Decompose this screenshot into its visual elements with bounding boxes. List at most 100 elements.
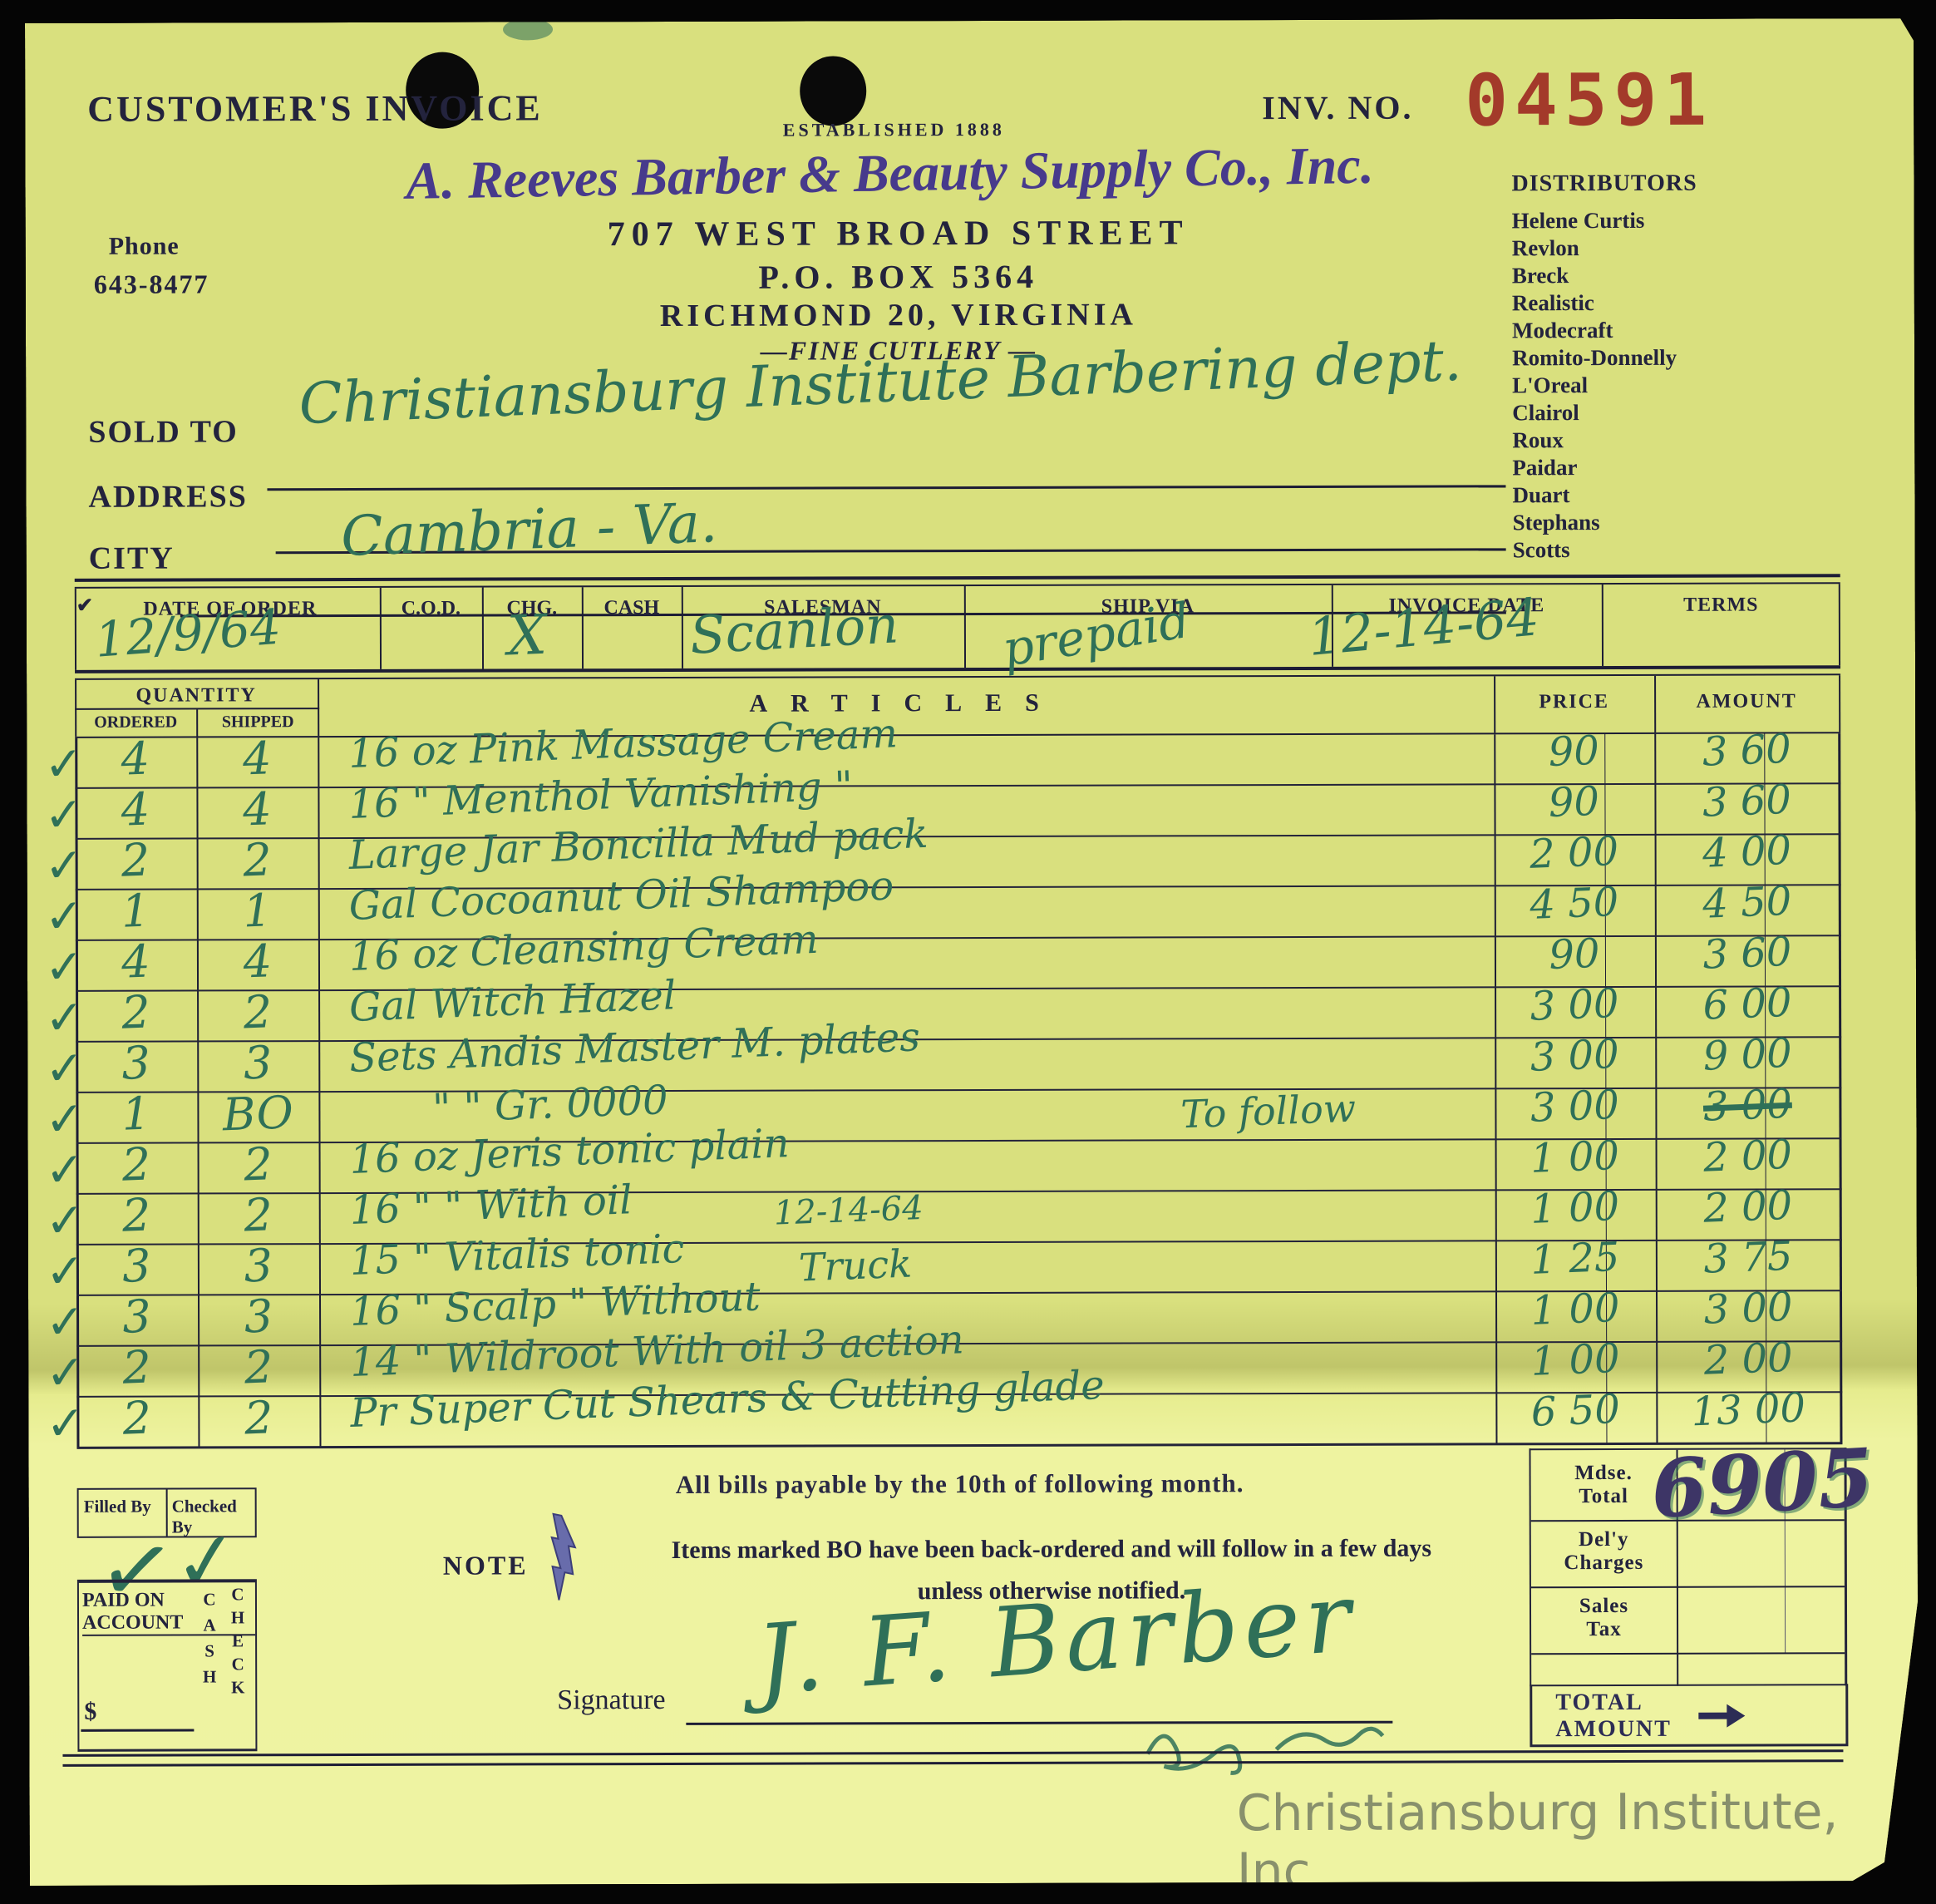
cell-amount: 3 60 (1701, 725, 1792, 776)
payment-terms-note: All bills payable by the 10th of followi… (675, 1468, 1244, 1499)
signature-label: Signature (557, 1684, 666, 1716)
chg-mark: X (506, 602, 548, 668)
cell-shipped: 2 (242, 985, 273, 1039)
cell-ordered: 2 (121, 985, 151, 1039)
ordered-label: ORDERED (94, 713, 178, 732)
cell-ordered: 1 (121, 1087, 152, 1141)
cell-shipped: 3 (242, 1036, 273, 1090)
cell-shipped: 2 (243, 1340, 274, 1394)
total-line2: AMOUNT (1555, 1715, 1672, 1743)
rule (75, 673, 1840, 680)
distributors-list: Helene Curtis Revlon Breck Realistic Mod… (1512, 207, 1677, 565)
cell-price: 3 00 (1529, 1081, 1620, 1132)
cell-shipped: 2 (243, 1391, 274, 1445)
cell-ordered: 3 (121, 1036, 151, 1090)
cell-amount: 3 75 (1702, 1232, 1794, 1283)
note-arrow-icon (530, 1517, 596, 1600)
phone-number: 643-8477 (93, 269, 209, 299)
established-line: ESTABLISHED 1888 (782, 118, 1005, 141)
sales-tax-label: Sales Tax (1531, 1595, 1677, 1641)
distributor-item: Paidar (1512, 455, 1578, 481)
invoice-number-stamp: 04591 (1465, 58, 1714, 143)
cell-amount: 3 60 (1701, 776, 1792, 826)
cell-ordered: 2 (121, 1137, 152, 1191)
cell-ordered: 4 (120, 732, 151, 786)
archive-watermark: Christiansburg Institute, Inc (1236, 1783, 1839, 1902)
cell-shipped: 2 (243, 1137, 273, 1191)
distributor-item: Revlon (1511, 235, 1579, 261)
backorder-note-line1: Items marked BO have been back-ordered a… (671, 1534, 1432, 1564)
check-column-label: CHECK (227, 1584, 249, 1701)
cell-price: 90 (1548, 930, 1601, 979)
distributor-item: Roux (1512, 427, 1564, 453)
cell-amount: 3 60 (1702, 928, 1793, 979)
distributors-title: DISTRIBUTORS (1511, 170, 1697, 197)
mdse-total-value: 6905 (1648, 1430, 1876, 1537)
tax-line2: Tax (1586, 1617, 1622, 1641)
tax-line1: Sales (1579, 1594, 1629, 1618)
column-line (1839, 675, 1840, 732)
cell-price: 1 00 (1530, 1132, 1620, 1182)
cell-amount: 13 00 (1690, 1384, 1807, 1436)
row-line (1531, 1652, 1845, 1655)
dollar-sign: $ (84, 1697, 97, 1725)
distributor-item: Modecraft (1511, 317, 1613, 343)
cell-shipped: 3 (243, 1239, 274, 1293)
shipped-label: SHIPPED (221, 713, 294, 732)
address-label: ADDRESS (88, 479, 248, 515)
cell-ordered: 1 (120, 884, 151, 938)
articles-label: ARTICLES (749, 688, 1062, 718)
cell-ordered: 4 (120, 782, 151, 836)
cell-shipped: BO (221, 1086, 294, 1142)
company-name: A. Reeves Barber & Beauty Supply Co., In… (405, 135, 1375, 210)
amount-rule (81, 1729, 194, 1731)
cash-column-label: CASH (199, 1589, 220, 1693)
cell-ordered: 3 (121, 1290, 152, 1344)
invoice-paper: CUSTOMER'S INVOICE Phone 643-8477 ESTABL… (25, 18, 1919, 1886)
distributor-item: Clairol (1512, 400, 1579, 426)
city-value: Cambria - Va. (339, 491, 719, 570)
distributor-item: Scotts (1512, 537, 1570, 563)
company-address-street: 707 WEST BROAD STREET (607, 214, 1190, 254)
cell-shipped: 2 (243, 1188, 273, 1242)
cell-shipped: 4 (241, 782, 273, 836)
city-label: CITY (88, 540, 175, 576)
cell-ordered: 2 (120, 833, 151, 887)
header-checkmark: ✔ (76, 594, 93, 617)
note-label: NOTE (442, 1550, 529, 1581)
invoice-number-label: INV. NO. (1262, 88, 1414, 127)
cell-ordered: 2 (121, 1188, 152, 1242)
cell-shipped: 3 (243, 1290, 274, 1344)
cell-shipped: 4 (242, 935, 273, 989)
paid-on-account-box: PAID ON ACCOUNT CASH CHECK $ (77, 1579, 258, 1752)
distributor-item: Realistic (1511, 290, 1594, 316)
distributor-item: Breck (1511, 263, 1569, 289)
rule (75, 665, 1840, 673)
cell-price: 1 25 (1530, 1233, 1621, 1284)
distributor-item: Duart (1512, 482, 1570, 508)
total-line1: TOTAL (1555, 1689, 1643, 1716)
document-title: CUSTOMER'S INVOICE (87, 87, 543, 130)
distributor-item: Romito-Donnelly (1512, 344, 1677, 371)
cell-shipped: 1 (242, 884, 273, 938)
rule (75, 582, 1840, 589)
cell-ordered: 4 (120, 935, 151, 989)
company-address-city: RICHMOND 20, VIRGINIA (659, 297, 1137, 334)
mdse-line1: Mdse. (1574, 1461, 1633, 1485)
cell-price: 3 00 (1529, 979, 1620, 1030)
cell-shipped: 2 (242, 833, 273, 887)
cell-price: 90 (1547, 727, 1600, 776)
salesman-value: Scanlon (688, 594, 900, 666)
cell-amount: 3 00 (1702, 1283, 1794, 1334)
cell-amount: 2 00 (1702, 1131, 1793, 1181)
cell-note: Truck (797, 1241, 913, 1290)
cell-amount-voided: 3 00 (1702, 1080, 1793, 1131)
cell-price: 1 00 (1530, 1334, 1621, 1385)
sold-to-rule (267, 485, 1505, 491)
line-items-table: ✓ 4 4 16 oz Pink Massage Cream 90 3 60 ✓… (75, 732, 1842, 1448)
terms-label: TERMS (1683, 594, 1759, 616)
cell-price: 1 00 (1530, 1284, 1621, 1334)
cod-label: C.O.D. (401, 597, 461, 619)
distributor-item: Stephans (1512, 510, 1600, 535)
